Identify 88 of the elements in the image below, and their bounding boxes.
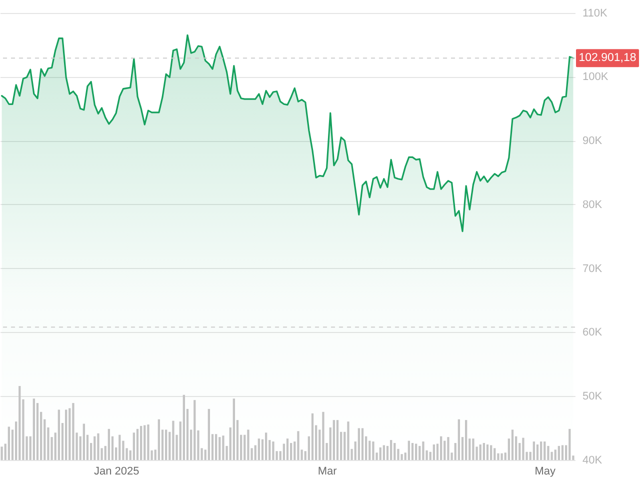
bar <box>0 446 3 460</box>
y-tick-label: 110K <box>582 7 608 20</box>
bar <box>472 438 474 460</box>
bar <box>286 438 289 460</box>
bar <box>458 419 460 460</box>
y-tick-label: 70K <box>582 262 603 275</box>
bar <box>108 428 110 460</box>
bar <box>540 442 542 460</box>
bar <box>482 442 485 460</box>
bar <box>258 438 260 460</box>
bar <box>218 437 221 460</box>
bar <box>265 432 268 460</box>
bar <box>411 442 414 460</box>
y-tick-label: 90K <box>582 135 603 148</box>
bar <box>511 430 514 460</box>
bar <box>215 434 218 460</box>
bar <box>347 422 350 460</box>
bar <box>465 420 468 460</box>
bar <box>144 425 146 460</box>
bar <box>532 442 535 460</box>
bar <box>140 426 142 460</box>
bar <box>440 436 442 460</box>
bar <box>322 412 324 460</box>
bar <box>118 434 121 460</box>
bar <box>494 448 496 460</box>
bar <box>422 442 424 460</box>
y-tick-label: 40K <box>582 454 603 466</box>
bar <box>447 437 450 460</box>
bar <box>132 432 135 460</box>
bar <box>486 444 489 460</box>
bar <box>136 428 139 460</box>
ref-line-label: 102.901,18 <box>578 52 636 64</box>
bar <box>147 424 150 460</box>
bar <box>336 420 339 460</box>
bar <box>272 442 274 460</box>
bar <box>311 413 314 460</box>
bar <box>290 442 292 460</box>
bar <box>379 447 382 460</box>
bar <box>208 408 210 460</box>
bar <box>82 424 85 460</box>
bar <box>97 433 100 460</box>
bar <box>72 403 74 460</box>
bar <box>361 428 364 460</box>
bar <box>194 400 196 460</box>
bar <box>232 398 235 460</box>
bar <box>561 445 564 460</box>
y-tick-label: 100K <box>582 71 609 84</box>
bar <box>332 420 335 460</box>
y-tick-label: 60K <box>582 326 603 339</box>
bar <box>522 438 524 460</box>
y-tick-label: 80K <box>582 198 603 211</box>
bar <box>358 428 360 460</box>
bar <box>444 440 446 460</box>
bar <box>382 445 385 460</box>
bar <box>547 446 550 460</box>
bar <box>432 444 435 460</box>
bar <box>222 436 224 460</box>
x-tick-label: May <box>534 466 556 478</box>
y-tick-label: 50K <box>582 390 603 403</box>
bar <box>8 426 10 460</box>
bar <box>394 442 396 460</box>
bar <box>390 440 392 460</box>
bar <box>544 442 546 460</box>
bar <box>58 410 60 460</box>
bar <box>18 386 21 460</box>
bar <box>536 444 539 460</box>
bar <box>490 445 492 460</box>
bar <box>558 446 560 460</box>
bar <box>247 430 250 460</box>
x-tick-label: Jan 2025 <box>94 466 140 478</box>
bar <box>32 398 35 460</box>
bar <box>479 444 482 460</box>
bar <box>500 453 503 460</box>
bar <box>158 419 160 460</box>
bar <box>408 440 410 460</box>
bar <box>368 440 371 460</box>
bar <box>372 442 374 460</box>
bar <box>415 444 418 460</box>
bar <box>554 450 556 460</box>
bar <box>94 436 96 460</box>
bar <box>418 446 421 460</box>
x-tick-label: Mar <box>318 466 338 478</box>
bar <box>568 428 571 460</box>
bar <box>65 410 68 460</box>
bar <box>165 430 168 460</box>
bar <box>172 420 174 460</box>
bar <box>297 431 300 460</box>
bar <box>182 394 185 460</box>
